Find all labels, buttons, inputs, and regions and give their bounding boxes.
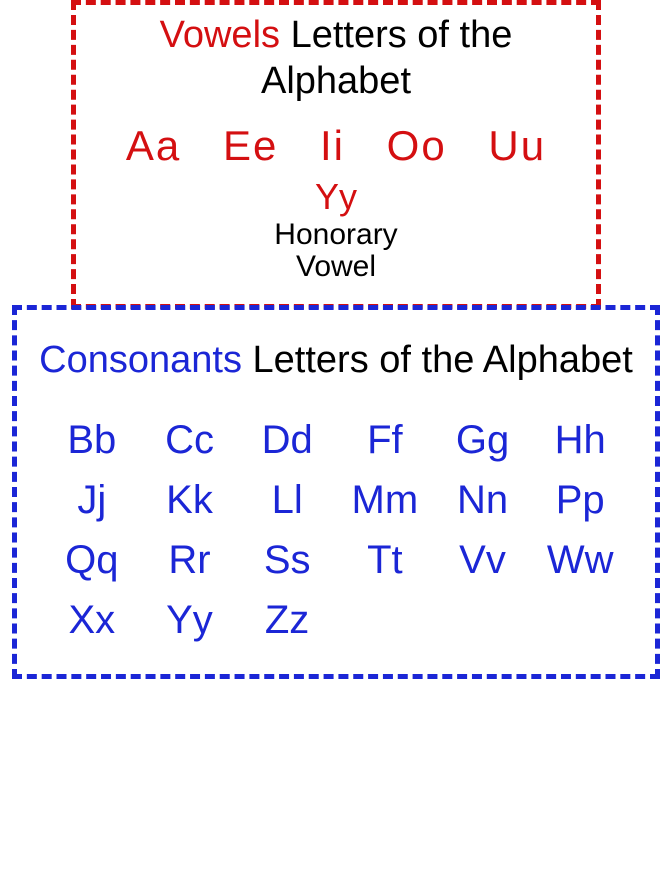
consonant-letter: Ll (238, 470, 336, 530)
consonant-letter: Yy (141, 590, 239, 650)
consonant-letter: Gg (434, 410, 532, 470)
consonant-letter: Xx (43, 590, 141, 650)
vowels-letters-row: Aa Ee Ii Oo Uu (94, 122, 578, 170)
consonants-heading: Consonants Letters of the Alphabet (37, 338, 635, 384)
consonant-letter: Dd (238, 410, 336, 470)
consonant-letter: Ff (336, 410, 434, 470)
consonant-letter: Ww (531, 530, 629, 590)
consonant-letter: Pp (531, 470, 629, 530)
consonant-row: Qq Rr Ss Tt Vv Ww (43, 530, 629, 590)
consonant-letter: Rr (141, 530, 239, 590)
vowel-letter: Aa (126, 122, 181, 169)
consonant-letter: Vv (434, 530, 532, 590)
consonants-heading-rest: Letters of the Alphabet (242, 339, 633, 381)
consonant-letter: Nn (434, 470, 532, 530)
consonants-heading-accent: Consonants (39, 339, 242, 381)
consonant-letter: Tt (336, 530, 434, 590)
consonant-row: Jj Kk Ll Mm Nn Pp (43, 470, 629, 530)
vowels-heading-rest: Letters of the Alphabet (261, 14, 512, 102)
honorary-vowel-letter: Yy (94, 176, 578, 218)
vowels-heading: Vowels Letters of the Alphabet (94, 13, 578, 104)
consonants-grid: Bb Cc Dd Ff Gg Hh Jj Kk Ll Mm Nn Pp Qq R… (37, 398, 635, 654)
vowels-panel: Vowels Letters of the Alphabet Aa Ee Ii … (71, 0, 601, 309)
consonant-letter: Ss (238, 530, 336, 590)
vowel-letter: Ee (223, 122, 278, 169)
consonant-letter: Zz (238, 590, 336, 650)
consonant-letter: Hh (531, 410, 629, 470)
vowel-letter: Ii (320, 122, 345, 169)
consonant-letter: Mm (336, 470, 434, 530)
vowel-letter: Uu (488, 122, 546, 169)
honorary-label-1: Honorary (94, 218, 578, 252)
consonant-letter: Jj (43, 470, 141, 530)
vowels-heading-accent: Vowels (160, 14, 280, 56)
consonant-letter: Kk (141, 470, 239, 530)
honorary-label-2: Vowel (94, 250, 578, 284)
consonant-letter: Bb (43, 410, 141, 470)
alphabet-poster: Vowels Letters of the Alphabet Aa Ee Ii … (0, 0, 672, 883)
consonant-row: Xx Yy Zz (43, 590, 629, 650)
vowel-letter: Oo (387, 122, 447, 169)
consonant-letter: Cc (141, 410, 239, 470)
consonant-letter: Qq (43, 530, 141, 590)
consonants-panel: Consonants Letters of the Alphabet Bb Cc… (12, 305, 660, 679)
consonant-row: Bb Cc Dd Ff Gg Hh (43, 410, 629, 470)
